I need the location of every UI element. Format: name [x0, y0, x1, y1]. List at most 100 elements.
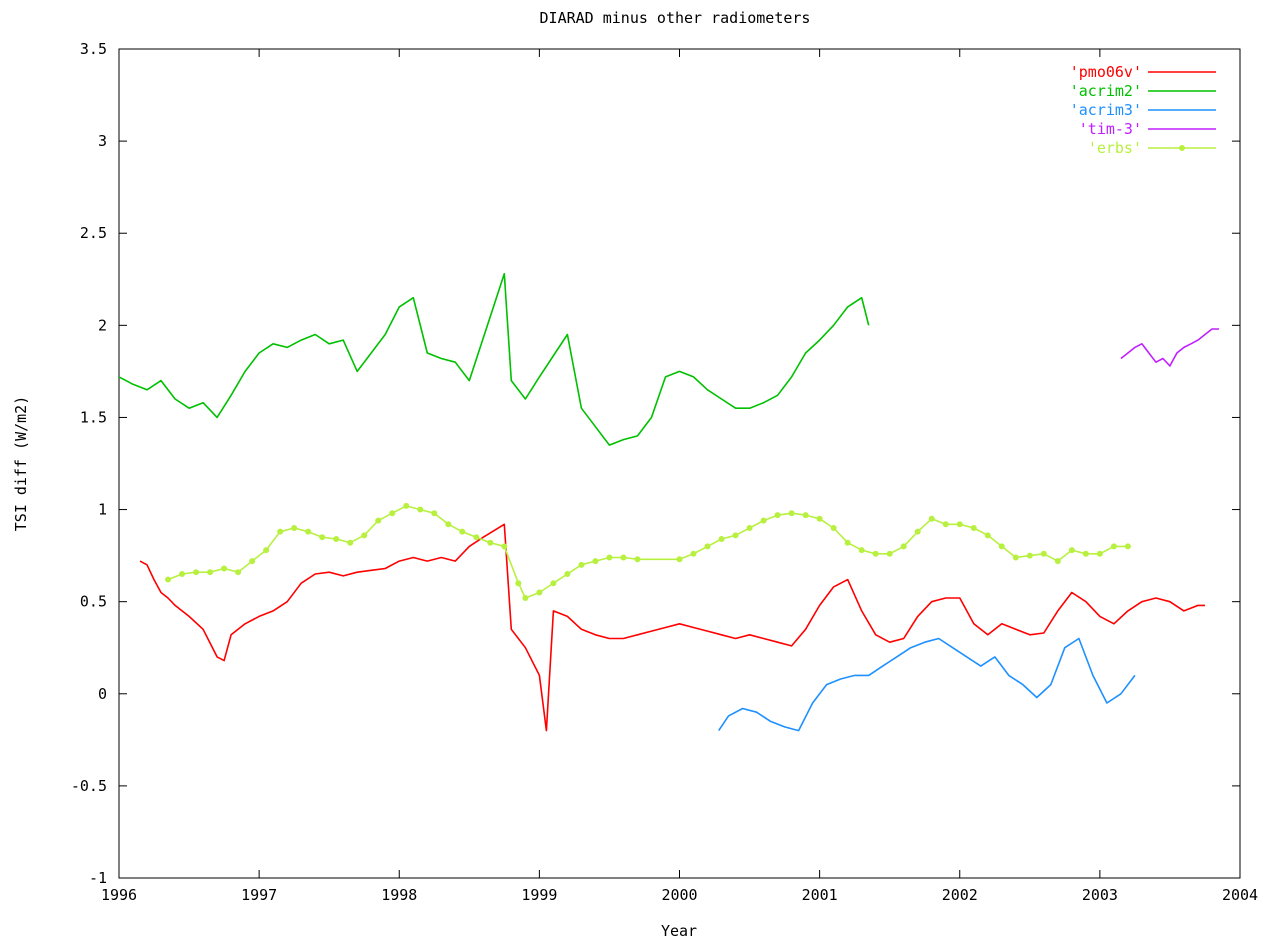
series-point	[193, 569, 200, 576]
series-point	[179, 571, 186, 578]
series-point	[522, 594, 529, 601]
series-point	[970, 524, 977, 531]
y-axis-label: TSI diff (W/m2)	[12, 396, 30, 531]
series-line-1	[118, 272, 870, 446]
y-tick-label: 1	[98, 501, 107, 519]
legend-label: 'pmo06v'	[1070, 63, 1142, 81]
series-point	[235, 569, 242, 576]
series-point	[1096, 550, 1103, 557]
series-point	[389, 510, 396, 517]
series-point	[788, 510, 795, 517]
series-point	[165, 576, 172, 583]
y-tick-label: 1.5	[80, 408, 107, 426]
x-tick-label: 1996	[101, 886, 137, 904]
y-tick-label: 0	[98, 685, 107, 703]
series-point	[487, 539, 494, 546]
series-point	[802, 512, 809, 519]
series-point	[536, 589, 543, 596]
series-point	[263, 547, 270, 554]
x-tick-label: 2003	[1082, 886, 1118, 904]
series-line-0	[139, 523, 1205, 732]
series-point	[564, 571, 571, 578]
x-tick-label: 2000	[661, 886, 697, 904]
series-point	[578, 561, 585, 568]
y-tick-label: 3.5	[80, 40, 107, 58]
x-axis-label: Year	[661, 922, 697, 940]
series-point	[515, 580, 522, 587]
series-point	[431, 510, 438, 517]
legend: 'pmo06v''acrim2''acrim3''tim-3''erbs'	[1070, 63, 1216, 157]
x-tick-label: 1998	[381, 886, 417, 904]
series-point	[1040, 550, 1047, 557]
legend-label: 'acrim2'	[1070, 82, 1142, 100]
series-point	[844, 539, 851, 546]
series-point	[984, 532, 991, 539]
series-point	[956, 521, 963, 528]
series-point	[277, 528, 284, 535]
series-point	[249, 558, 256, 565]
legend-marker	[1179, 145, 1185, 151]
series-point	[634, 556, 641, 563]
chart-title: DIARAD minus other radiometers	[540, 9, 811, 27]
series-point	[886, 550, 893, 557]
series-point	[305, 528, 312, 535]
series-point	[998, 543, 1005, 550]
series-point	[606, 554, 613, 561]
axis-ticks: 1996 1997 1998 1999 2000 2001 2002 2003 2004 -1 -0…	[71, 40, 1258, 904]
series-point	[1068, 547, 1075, 554]
series-point	[676, 556, 683, 563]
series-point	[459, 528, 466, 535]
series-point	[592, 558, 599, 565]
y-tick-label: -0.5	[71, 777, 107, 795]
x-tick-label: 1997	[241, 886, 277, 904]
series-point	[1110, 543, 1117, 550]
series-point	[718, 536, 725, 543]
x-tick-label: 2002	[942, 886, 978, 904]
series-point	[403, 502, 410, 509]
series-point	[872, 550, 879, 557]
y-tick-label: 2	[98, 316, 107, 334]
series-point	[1082, 550, 1089, 557]
series-point	[900, 543, 907, 550]
series-point	[361, 532, 368, 539]
plot-frame	[118, 48, 1241, 879]
series-point	[473, 534, 480, 541]
series-point	[1054, 558, 1061, 565]
series-point	[942, 521, 949, 528]
series-point	[690, 550, 697, 557]
series-point	[620, 554, 627, 561]
legend-label: 'acrim3'	[1070, 101, 1142, 119]
series-point	[333, 536, 340, 543]
series-point	[445, 521, 452, 528]
series-point	[501, 543, 508, 550]
series-point	[928, 515, 935, 522]
y-tick-label: 3	[98, 132, 107, 150]
series-point	[221, 565, 228, 572]
series-point	[375, 517, 382, 524]
series-point	[760, 517, 767, 524]
series-point	[858, 547, 865, 554]
series-point	[291, 524, 298, 531]
series-line-3	[1120, 328, 1219, 367]
series-lines	[118, 272, 1219, 732]
series-point	[704, 543, 711, 550]
series-point	[746, 524, 753, 531]
series-point	[774, 512, 781, 519]
x-tick-label: 1999	[521, 886, 557, 904]
y-tick-label: 2.5	[80, 224, 107, 242]
series-line-2	[718, 637, 1136, 732]
legend-label: 'erbs'	[1088, 139, 1142, 157]
series-line-4	[167, 505, 1128, 599]
series-point	[732, 532, 739, 539]
series-point	[550, 580, 557, 587]
legend-label: 'tim-3'	[1079, 120, 1142, 138]
series-point	[914, 528, 921, 535]
x-tick-label: 2001	[802, 886, 838, 904]
series-point	[417, 506, 424, 513]
series-point	[319, 534, 326, 541]
series-point	[816, 515, 823, 522]
x-tick-label: 2004	[1222, 886, 1258, 904]
y-tick-label: -1	[89, 869, 107, 887]
